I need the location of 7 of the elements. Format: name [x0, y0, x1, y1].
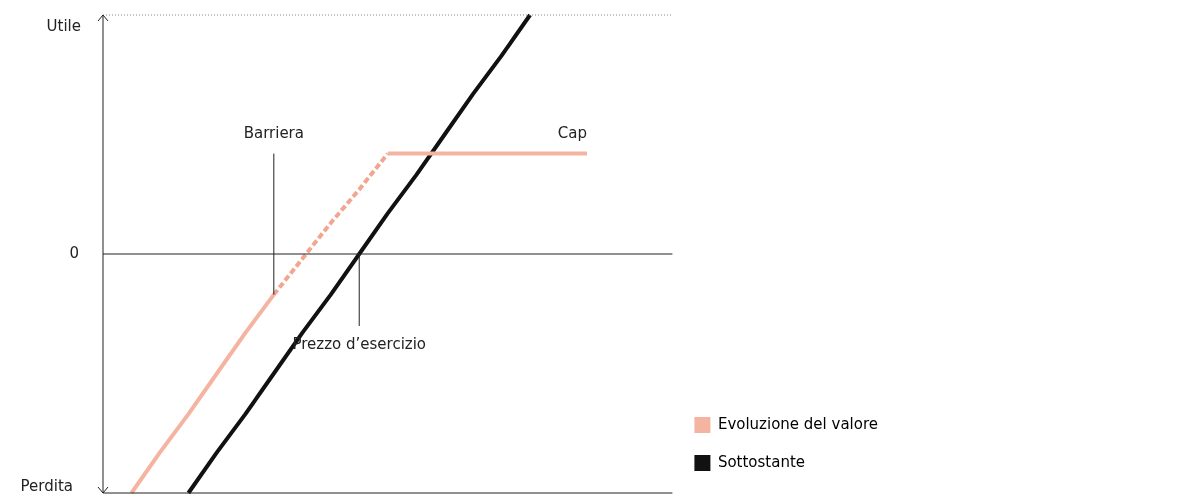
- text: 0: [69, 243, 79, 262]
- text: Utile: [46, 16, 81, 35]
- text: Perdita: [20, 476, 73, 495]
- legend-label: Sottostante: [717, 452, 806, 471]
- annotation: Barriera: [243, 124, 304, 143]
- annotation: Cap: [557, 124, 587, 143]
- legend-label: Evoluzione del valore: [717, 414, 878, 433]
